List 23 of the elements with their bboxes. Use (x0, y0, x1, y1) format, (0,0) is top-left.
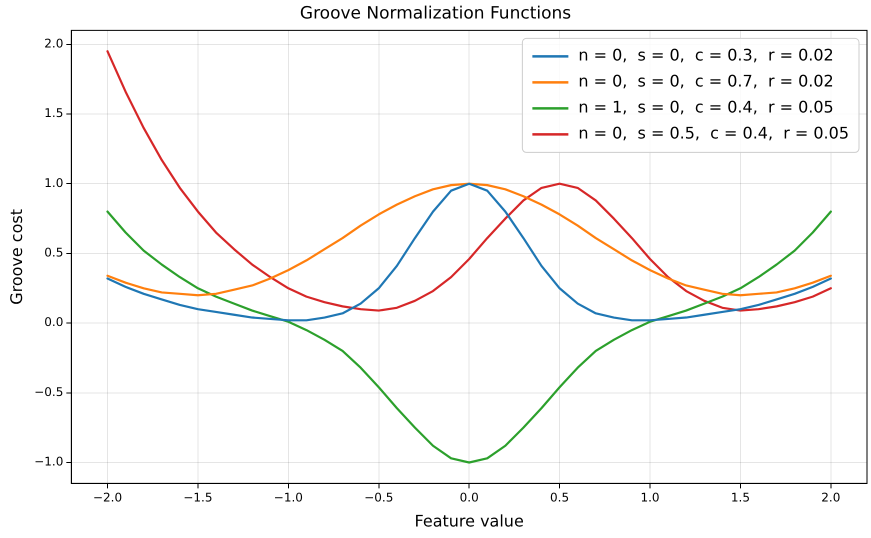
x-tick-label: 0.0 (460, 490, 479, 505)
y-tick-label: −1.0 (34, 454, 64, 469)
y-tick-label: 1.5 (44, 106, 64, 120)
y-axis-title: Groove cost (6, 209, 26, 305)
legend-label: n = 0, s = 0, c = 0.7, r = 0.02 (578, 72, 834, 91)
x-tick-label: −0.5 (364, 490, 394, 505)
x-tick-label: 1.5 (730, 490, 750, 505)
x-tick-label: 0.5 (550, 490, 570, 505)
x-tick-label: −2.0 (92, 490, 122, 505)
x-tick-label: −1.0 (274, 490, 303, 505)
chart-title: Groove Normalization Functions (300, 4, 572, 24)
y-tick-label: 2.0 (44, 36, 64, 50)
y-tick-label: 0.0 (44, 315, 64, 330)
x-axis-title: Feature value (414, 512, 524, 531)
x-tick-label: 1.0 (640, 490, 660, 505)
y-tick-label: 1.0 (44, 176, 64, 190)
legend-label: n = 0, s = 0.5, c = 0.4, r = 0.05 (578, 124, 850, 143)
legend-label: n = 1, s = 0, c = 0.4, r = 0.05 (578, 98, 834, 117)
legend-label: n = 0, s = 0, c = 0.3, r = 0.02 (578, 46, 834, 65)
x-tick-label: 2.0 (821, 490, 840, 505)
x-tick-label: −1.5 (183, 490, 212, 505)
y-tick-label: −0.5 (34, 384, 64, 399)
y-tick-label: 0.5 (44, 246, 64, 260)
